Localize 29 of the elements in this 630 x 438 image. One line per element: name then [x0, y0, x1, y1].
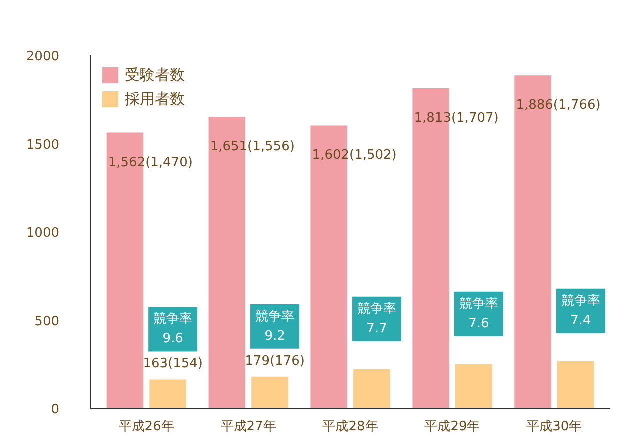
x-tick-label: 平成29年 — [424, 420, 480, 434]
bar — [150, 380, 186, 408]
y-tick-label: 1500 — [26, 138, 60, 153]
annotation: 競争率 7.6 — [459, 296, 498, 332]
legend-label: 受験者数 — [125, 66, 185, 84]
x-tick-label: 平成30年 — [526, 420, 582, 434]
x-tick-label: 平成26年 — [118, 420, 174, 434]
x-tick-label: 平成27年 — [220, 420, 276, 434]
annotation: 競争率 9.6 — [154, 311, 193, 347]
data-label: 1,602(1,502) — [312, 148, 397, 164]
y-tick-label: 2000 — [26, 50, 60, 64]
data-label: 1,886(1,766) — [516, 98, 601, 114]
data-label: 1,562(1,470) — [108, 155, 193, 170]
data-label: 163(154) — [143, 356, 203, 372]
annotation: 競争率 9.2 — [256, 308, 295, 344]
annotation: 競争率 7.7 — [358, 300, 397, 336]
y-tick-label: 1000 — [26, 226, 60, 241]
y-tick-label: 500 — [34, 314, 60, 330]
annotation: 競争率 7.4 — [561, 292, 600, 328]
data-label: 179(176) — [245, 354, 305, 369]
bar — [354, 369, 390, 408]
bar — [456, 364, 492, 408]
y-tick-label: 0 — [51, 402, 60, 418]
data-label: 1,651(1,556) — [210, 140, 295, 155]
bar — [557, 361, 594, 408]
x-tick-label: 平成28年 — [322, 420, 378, 434]
bar — [252, 376, 288, 408]
data-label: 1,813(1,707) — [414, 111, 499, 126]
legend-label: 採用者数 — [125, 90, 185, 108]
